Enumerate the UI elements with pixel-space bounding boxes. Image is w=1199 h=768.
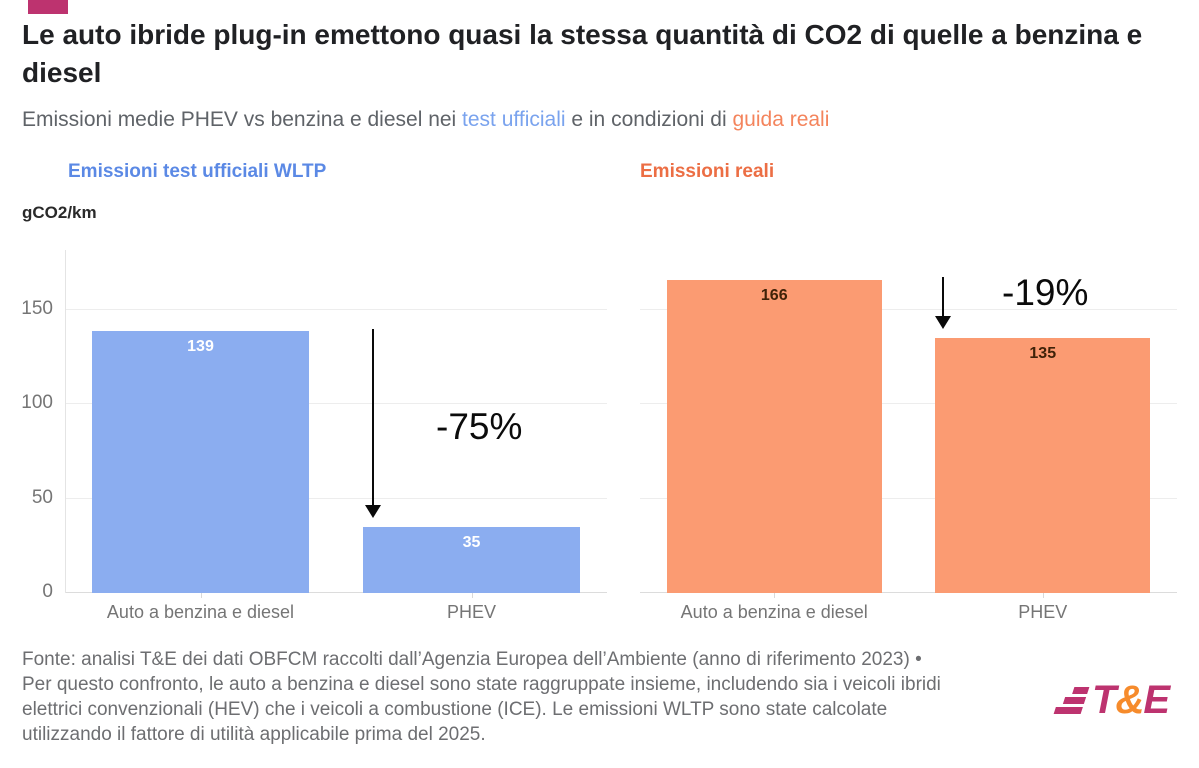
subtitle-text: Emissioni medie PHEV vs benzina e diesel… <box>22 108 463 131</box>
source-line: Per questo confronto, le auto a benzina … <box>22 674 941 695</box>
y-axis-line <box>65 250 66 593</box>
baseline <box>65 592 607 593</box>
x-label-benzina-diesel: Auto a benzina e diesel <box>106 602 295 622</box>
x-tick <box>200 593 202 598</box>
plot-area-real: 166 135 <box>640 250 1178 598</box>
bar-phev-wltp: 35 <box>363 527 580 593</box>
delta-label-wltp: -75% <box>436 406 523 447</box>
y-tick-100: 100 <box>21 392 53 413</box>
baseline <box>640 592 1177 593</box>
source-note: Fonte: analisi T&E dei dati OBFCM raccol… <box>22 647 941 747</box>
bar-phev-real: 135 <box>935 338 1151 593</box>
gridline-150 <box>640 309 1177 310</box>
panel-title-real: Emissioni reali <box>640 161 775 182</box>
chart-subtitle: Emissioni medie PHEV vs benzina e diesel… <box>22 108 829 132</box>
logo-letter-t: T <box>1092 678 1116 722</box>
subtitle-highlight-real-driving: guida reali <box>732 108 830 131</box>
bar-value-label: 139 <box>187 338 214 355</box>
te-logo: T&E <box>1053 678 1170 723</box>
y-axis-unit-label: gCO2/km <box>22 203 97 222</box>
x-tick <box>1042 593 1044 598</box>
bar-value-label: 135 <box>1029 345 1057 362</box>
x-tick <box>774 593 776 598</box>
subtitle-highlight-official-tests: test ufficiali <box>462 108 566 131</box>
te-logo-text: T&E <box>1092 678 1170 723</box>
plot-area-wltp: 139 35 <box>65 250 607 598</box>
panel-wltp: 139 35 Auto a benzina e diesel PHEV <box>65 250 607 623</box>
panel-real: 166 135 Auto a benzina e diesel PHEV <box>640 250 1177 623</box>
y-tick-0: 0 <box>42 581 53 602</box>
slot-phev-wltp: 35 <box>336 250 607 598</box>
bar-benzina-diesel-real: 166 <box>666 280 882 593</box>
x-label-phev: PHEV <box>446 602 497 622</box>
te-logo-speedlines-icon <box>1053 687 1090 714</box>
gridline-100 <box>640 403 1177 404</box>
gridline-50 <box>640 498 1177 499</box>
delta-label-real: -19% <box>1002 272 1089 313</box>
source-line: elettrici convenzionali (HEV) che i veic… <box>22 699 888 720</box>
logo-letter-e: E <box>1143 678 1170 722</box>
source-line: Fonte: analisi T&E dei dati OBFCM raccol… <box>22 649 922 670</box>
subtitle-text-mid: e in condizioni di <box>565 108 733 131</box>
decrease-arrow-icon <box>365 329 381 518</box>
gridline-50 <box>65 498 607 499</box>
chart-title: Le auto ibride plug-in emettono quasi la… <box>22 19 1143 88</box>
slot-phev-real: 135 <box>909 250 1178 598</box>
bar-value-label: 35 <box>462 534 481 551</box>
gridline-100 <box>65 403 607 404</box>
x-label-benzina-diesel: Auto a benzina e diesel <box>680 602 868 622</box>
slot-benzina-diesel-real: 166 <box>640 250 909 598</box>
source-line: utilizzando il fattore di utilità applic… <box>22 724 486 745</box>
brand-accent-bar <box>28 0 68 14</box>
y-tick-50: 50 <box>31 487 53 508</box>
x-label-phev: PHEV <box>1018 602 1068 622</box>
bar-benzina-diesel-wltp: 139 <box>92 331 309 593</box>
panel-title-wltp: Emissioni test ufficiali WLTP <box>68 161 327 182</box>
bar-value-label: 166 <box>760 287 788 304</box>
slot-benzina-diesel-wltp: 139 <box>65 250 336 598</box>
gridline-150 <box>65 309 607 310</box>
decrease-arrow-icon <box>935 277 951 329</box>
x-tick <box>471 593 473 598</box>
y-tick-150: 150 <box>21 298 53 319</box>
logo-ampersand: & <box>1115 678 1144 722</box>
